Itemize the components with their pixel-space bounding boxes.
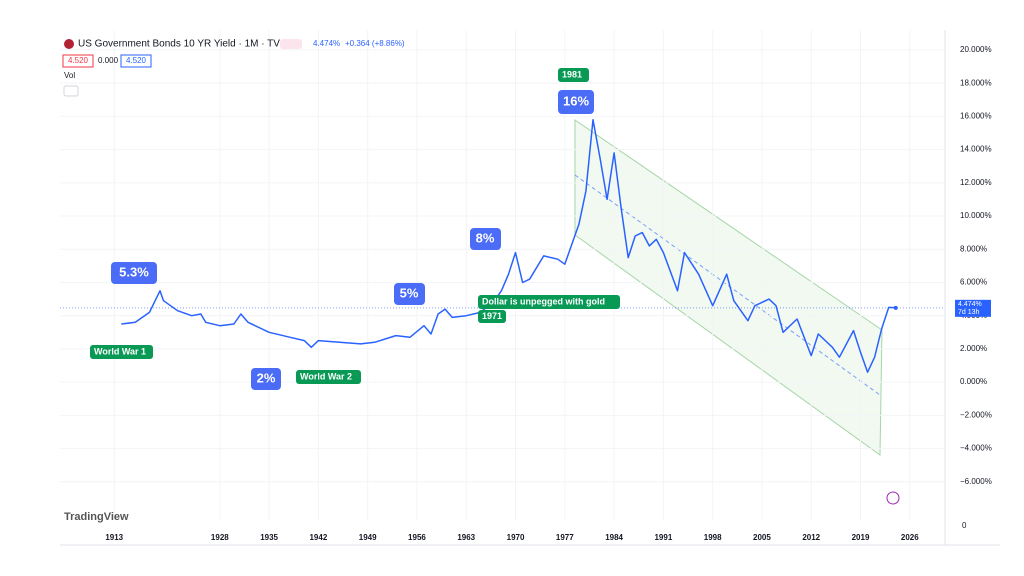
y-tick-label: 14.000% bbox=[960, 145, 992, 154]
close-box bbox=[120, 54, 152, 68]
y-tick-label: −2.000% bbox=[960, 410, 992, 419]
x-tick-label: 2005 bbox=[753, 533, 771, 542]
x-tick-label: 1998 bbox=[704, 533, 722, 542]
y-tick-label: 20.000% bbox=[960, 45, 992, 54]
x-tick-label: 1963 bbox=[457, 533, 475, 542]
status-badge bbox=[280, 39, 302, 49]
plot bbox=[60, 30, 945, 520]
annotation: World War 2 bbox=[300, 371, 352, 381]
y-tick-label: 2.000% bbox=[960, 344, 987, 353]
annotation-box bbox=[251, 368, 281, 390]
x-tick-label: 2012 bbox=[802, 533, 820, 542]
y-tick-label: 8.000% bbox=[960, 244, 987, 253]
alert-icon[interactable] bbox=[886, 491, 900, 505]
x-tick-label: 1991 bbox=[654, 533, 672, 542]
annotation-box bbox=[394, 283, 425, 305]
x-tick-label: 1913 bbox=[105, 533, 123, 542]
annotation: 5.3% bbox=[119, 264, 149, 279]
spread-value: 0.000 bbox=[98, 56, 119, 65]
annotation-box bbox=[111, 262, 157, 284]
annotation-box bbox=[90, 345, 153, 359]
series-line bbox=[121, 118, 896, 373]
y-tick-label: 12.000% bbox=[960, 178, 992, 187]
y-tick-label: −4.000% bbox=[960, 444, 992, 453]
open-value: 4.520 bbox=[68, 56, 89, 65]
y-tick-label: 18.000% bbox=[960, 78, 992, 87]
y-tick-label: 6.000% bbox=[960, 278, 987, 287]
title: US Government Bonds 10 YR Yield · 1M · T… bbox=[78, 39, 287, 50]
x-tick-label: 1956 bbox=[408, 533, 426, 542]
annotation: 2% bbox=[257, 370, 276, 385]
annotation: 1981 bbox=[562, 69, 582, 79]
x-tick-label: 2019 bbox=[852, 533, 870, 542]
annotation: 1971 bbox=[482, 311, 502, 321]
last-price-label: 4.474% bbox=[958, 301, 982, 308]
x-tick-label: 1935 bbox=[260, 533, 278, 542]
flag-icon bbox=[64, 39, 74, 49]
y-tick-label: 0.000% bbox=[960, 377, 987, 386]
close-value: 4.520 bbox=[126, 56, 147, 65]
annotation: 8% bbox=[476, 230, 495, 245]
annotation-box bbox=[470, 228, 501, 250]
annotation-box bbox=[296, 370, 361, 384]
annotation-box bbox=[478, 310, 506, 323]
vol-label: Vol bbox=[64, 71, 75, 80]
annotation: World War 1 bbox=[94, 346, 146, 356]
open-box bbox=[62, 54, 94, 68]
logo: TradingView bbox=[64, 511, 129, 523]
annotation: Dollar is unpegged with gold bbox=[482, 296, 605, 306]
annotation: 5% bbox=[400, 285, 419, 300]
annotation-box bbox=[478, 295, 620, 309]
x-tick-label: 1942 bbox=[309, 533, 327, 542]
x-tick-label: 1928 bbox=[211, 533, 229, 542]
last-price-tag bbox=[955, 299, 991, 317]
y-tick-label: −6.000% bbox=[960, 477, 992, 486]
x-tick-label: 1984 bbox=[605, 533, 623, 542]
price-change: +0.364 (+8.86%) bbox=[345, 39, 405, 48]
annotation: 16% bbox=[563, 93, 589, 108]
y-tick-label: 16.000% bbox=[960, 111, 992, 120]
x-tick-label: 1970 bbox=[507, 533, 525, 542]
last-point bbox=[893, 305, 898, 310]
regression-channel bbox=[574, 119, 883, 456]
x-tick-label: 1949 bbox=[359, 533, 377, 542]
annotation-box bbox=[558, 68, 589, 82]
x-tick-label: 2026 bbox=[901, 533, 919, 542]
annotation-box bbox=[558, 90, 594, 114]
last-price: 4.474% bbox=[313, 39, 340, 48]
volume-axis-zero: 0 bbox=[962, 521, 967, 530]
collapse-button[interactable] bbox=[63, 85, 79, 97]
y-tick-label: 10.000% bbox=[960, 211, 992, 220]
countdown-label: 7d 13h bbox=[958, 309, 980, 316]
x-tick-label: 1977 bbox=[556, 533, 574, 542]
